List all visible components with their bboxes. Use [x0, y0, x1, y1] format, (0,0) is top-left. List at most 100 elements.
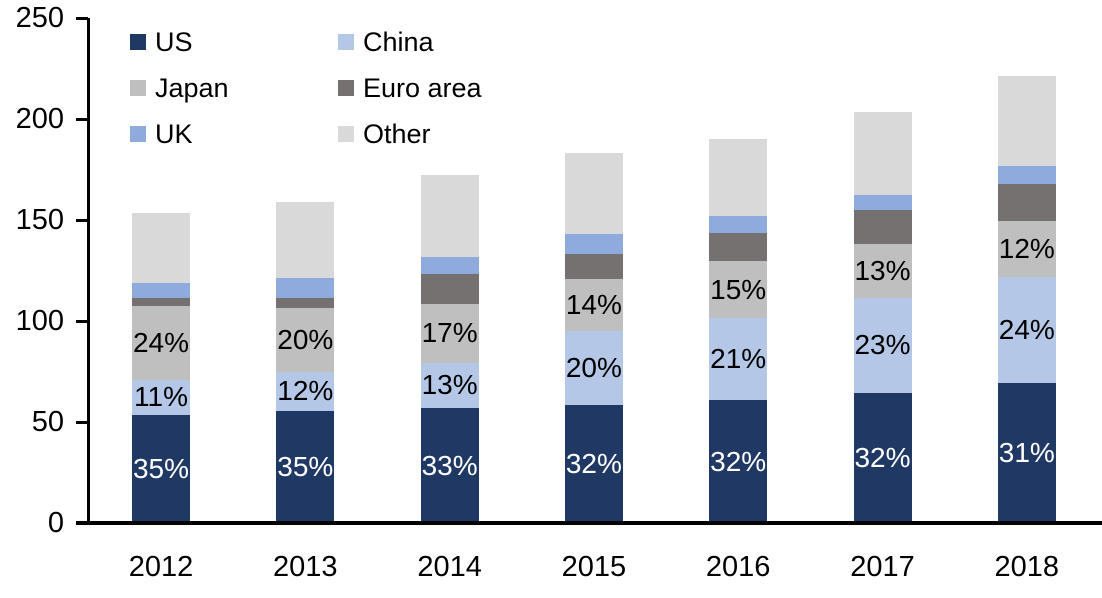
bar-segment-japan: 13%: [853, 244, 912, 298]
bar-segment-label: 13%: [421, 369, 478, 401]
bar-segment-china: 11%: [132, 380, 190, 415]
bar-2018: 31% 24% 12%: [997, 75, 1056, 523]
bar-segment-label: 31%: [998, 437, 1055, 468]
bar-segment-uk: [709, 216, 768, 234]
bar-segment-label: 23%: [854, 329, 911, 361]
bar-segment-label: 14%: [565, 288, 622, 320]
legend-item-uk: UK: [130, 119, 193, 149]
bar-segment-label: 32%: [710, 445, 767, 477]
bar-segment-label: 11%: [134, 381, 188, 413]
bar-segment-china: 23%: [853, 297, 912, 393]
bar-segment-china: 12%: [276, 371, 335, 411]
legend-swatch-other: [338, 126, 354, 142]
y-axis-tick: [76, 117, 88, 121]
bar-2016: 32% 21% 15%: [709, 139, 768, 523]
bar-segment-label: 33%: [421, 449, 478, 481]
bar-segment-euro-area: [997, 184, 1056, 222]
x-axis-label-2015: 2015: [561, 551, 627, 583]
bar-segment-other: [276, 201, 335, 278]
x-axis-baseline: [76, 521, 1102, 525]
legend-swatch-us: [130, 34, 146, 50]
legend-label-japan: Japan: [155, 73, 229, 103]
bar-segment-label: 12%: [998, 232, 1055, 264]
bar-segment-label: 15%: [710, 273, 767, 305]
bar-segment-japan: 17%: [420, 303, 479, 363]
bar-segment-china: 21%: [709, 318, 768, 401]
bar-segment-us: 35%: [132, 414, 190, 523]
bar-segment-china: 20%: [564, 330, 623, 405]
bar-segment-uk: [132, 283, 190, 298]
bar-2015: 32% 20% 14%: [564, 152, 623, 523]
bar-segment-uk: [420, 256, 479, 274]
y-axis-tick-label: 0: [47, 507, 64, 539]
bar-segment-us: 32%: [853, 392, 912, 523]
y-axis-tick-label: 150: [15, 204, 64, 236]
bar-2012: 35% 11% 24%: [132, 212, 190, 523]
bar-2014: 33% 13% 17%: [420, 175, 479, 523]
bar-segment-japan: 20%: [276, 307, 335, 372]
legend-label-us: US: [155, 27, 193, 57]
bar-segment-uk: [853, 195, 912, 211]
legend-item-japan: Japan: [130, 73, 229, 103]
bar-segment-uk: [564, 233, 623, 254]
bar-segment-label: 20%: [277, 323, 334, 355]
y-axis-tick-label: 250: [15, 2, 64, 34]
x-axis-label-2016: 2016: [705, 551, 771, 583]
legend-swatch-china: [338, 34, 354, 50]
bar-segment-label: 32%: [565, 447, 622, 479]
y-axis-tick-label: 50: [31, 406, 64, 438]
bar-segment-other: [564, 152, 623, 234]
legend-label-china: China: [363, 27, 434, 57]
legend-item-china: China: [338, 27, 434, 57]
y-axis-tick-label: 200: [15, 103, 64, 135]
bar-segment-label: 13%: [854, 255, 911, 287]
bar-segment-us: 32%: [564, 404, 623, 523]
legend-label-uk: UK: [155, 119, 193, 149]
bar-segment-label: 21%: [710, 343, 767, 375]
bar-segment-china: 24%: [997, 276, 1056, 384]
bar-segment-label: 24%: [998, 313, 1055, 345]
y-axis-tick: [76, 16, 88, 20]
bar-segment-japan: 24%: [132, 306, 190, 381]
x-axis-label-2017: 2017: [850, 551, 915, 583]
x-axis-label-2013: 2013: [273, 551, 338, 583]
bar-segment-label: 35%: [132, 452, 190, 484]
y-axis-tick-label: 100: [15, 305, 64, 337]
bar-segment-label: 24%: [132, 327, 190, 359]
bar-segment-uk: [276, 277, 335, 298]
bar-segment-label: 32%: [854, 441, 911, 473]
bar-segment-uk: [997, 166, 1056, 185]
y-axis-tick: [76, 218, 88, 222]
bar-segment-japan: 14%: [564, 279, 623, 331]
bar-segment-label: 35%: [277, 450, 334, 482]
bar-segment-us: 33%: [420, 408, 479, 523]
bar-segment-label: 20%: [565, 351, 622, 383]
legend-item-us: US: [130, 27, 193, 57]
bar-segment-euro-area: [564, 253, 623, 280]
bar-segment-japan: 15%: [709, 261, 768, 319]
bar-segment-euro-area: [853, 210, 912, 245]
bar-segment-other: [853, 111, 912, 196]
bar-2013: 35% 12% 20%: [276, 201, 335, 523]
y-axis-tick: [76, 420, 88, 424]
bar-segment-other: [132, 212, 190, 284]
legend-swatch-euro-area: [338, 80, 354, 96]
bar-segment-other: [709, 139, 768, 217]
bar-segment-us: 32%: [709, 400, 768, 523]
legend-label-other: Other: [363, 119, 431, 149]
legend-item-other: Other: [338, 119, 431, 149]
bar-segment-euro-area: [276, 297, 335, 308]
bar-segment-other: [997, 75, 1056, 167]
bar-segment-japan: 12%: [997, 221, 1056, 277]
x-axis-label-2018: 2018: [994, 551, 1060, 583]
bar-segment-euro-area: [709, 233, 768, 262]
bar-segment-us: 31%: [997, 383, 1056, 523]
bar-segment-other: [420, 175, 479, 257]
y-axis-line: [87, 18, 90, 523]
bar-segment-china: 13%: [420, 362, 479, 409]
x-axis-label-2012: 2012: [128, 551, 194, 583]
bar-2017: 32% 23% 13%: [853, 111, 912, 523]
bar-segment-label: 17%: [421, 317, 478, 349]
